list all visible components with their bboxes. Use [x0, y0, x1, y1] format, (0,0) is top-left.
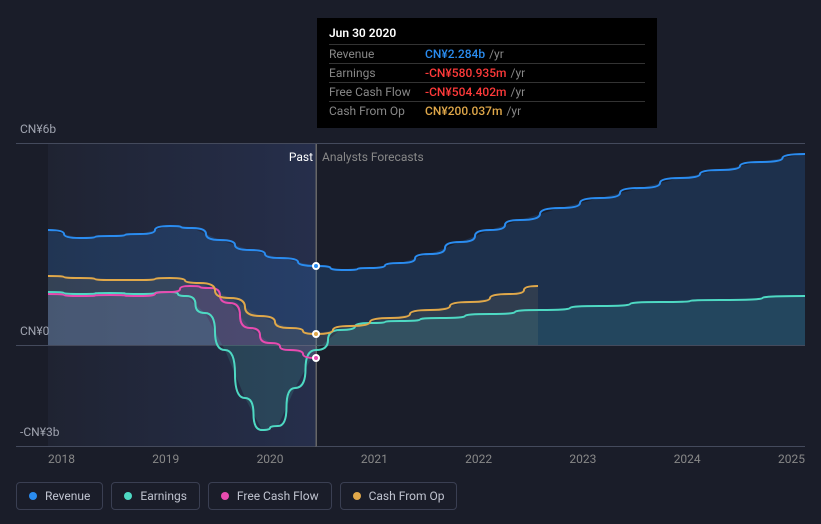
x-axis-label: 2019 — [152, 452, 179, 466]
legend-label: Free Cash Flow — [237, 489, 319, 503]
chart-area: CN¥6bCN¥0-CN¥3b Past Analysts Forecasts … — [0, 118, 821, 468]
legend-dot-icon — [353, 492, 361, 500]
tooltip-row-label: Cash From Op — [329, 104, 425, 118]
legend-dot-icon — [124, 492, 132, 500]
legend-dot-icon — [29, 492, 37, 500]
legend-item-cash-from-op[interactable]: Cash From Op — [340, 482, 458, 510]
legend-label: Revenue — [45, 489, 90, 503]
tooltip-row: Free Cash Flow -CN¥504.402m /yr — [329, 82, 645, 101]
x-axis-label: 2025 — [778, 452, 805, 466]
legend-item-free-cash-flow[interactable]: Free Cash Flow — [208, 482, 332, 510]
tooltip-row-unit: /yr — [511, 66, 526, 80]
tooltip-row-label: Free Cash Flow — [329, 85, 425, 99]
x-axis-label: 2018 — [48, 452, 75, 466]
tooltip-row-label: Revenue — [329, 47, 425, 61]
x-axis-label: 2024 — [674, 452, 701, 466]
tooltip-row-unit: /yr — [506, 104, 521, 118]
tooltip-row-label: Earnings — [329, 66, 425, 80]
tooltip-row-value: CN¥2.284b — [425, 47, 485, 61]
tooltip-row: Revenue CN¥2.284b /yr — [329, 44, 645, 63]
tooltip-row-unit: /yr — [511, 85, 526, 99]
x-axis-labels: 2018 2019 2020 2021 2022 2023 2024 2025 — [48, 452, 805, 466]
chart-svg — [0, 118, 821, 468]
legend-item-earnings[interactable]: Earnings — [111, 482, 200, 510]
tooltip-row-value: -CN¥580.935m — [425, 66, 507, 80]
x-axis-label: 2023 — [569, 452, 596, 466]
legend-item-revenue[interactable]: Revenue — [16, 482, 103, 510]
hover-dot — [312, 330, 320, 338]
tooltip-row-value: CN¥200.037m — [425, 104, 502, 118]
legend-dot-icon — [221, 492, 229, 500]
tooltip-date: Jun 30 2020 — [329, 26, 645, 44]
x-axis-label: 2021 — [361, 452, 388, 466]
x-axis-label: 2020 — [257, 452, 284, 466]
tooltip-row-value: -CN¥504.402m — [425, 85, 507, 99]
tooltip-row-unit: /yr — [489, 47, 504, 61]
hover-dot — [312, 354, 320, 362]
x-axis-label: 2022 — [465, 452, 492, 466]
hover-dot — [312, 262, 320, 270]
legend-label: Earnings — [140, 489, 187, 503]
tooltip-row: Earnings -CN¥580.935m /yr — [329, 63, 645, 82]
tooltip-row: Cash From Op CN¥200.037m /yr — [329, 101, 645, 120]
legend: Revenue Earnings Free Cash Flow Cash Fro… — [16, 482, 457, 510]
hover-tooltip: Jun 30 2020 Revenue CN¥2.284b /yrEarning… — [317, 18, 657, 128]
legend-label: Cash From Op — [369, 489, 445, 503]
